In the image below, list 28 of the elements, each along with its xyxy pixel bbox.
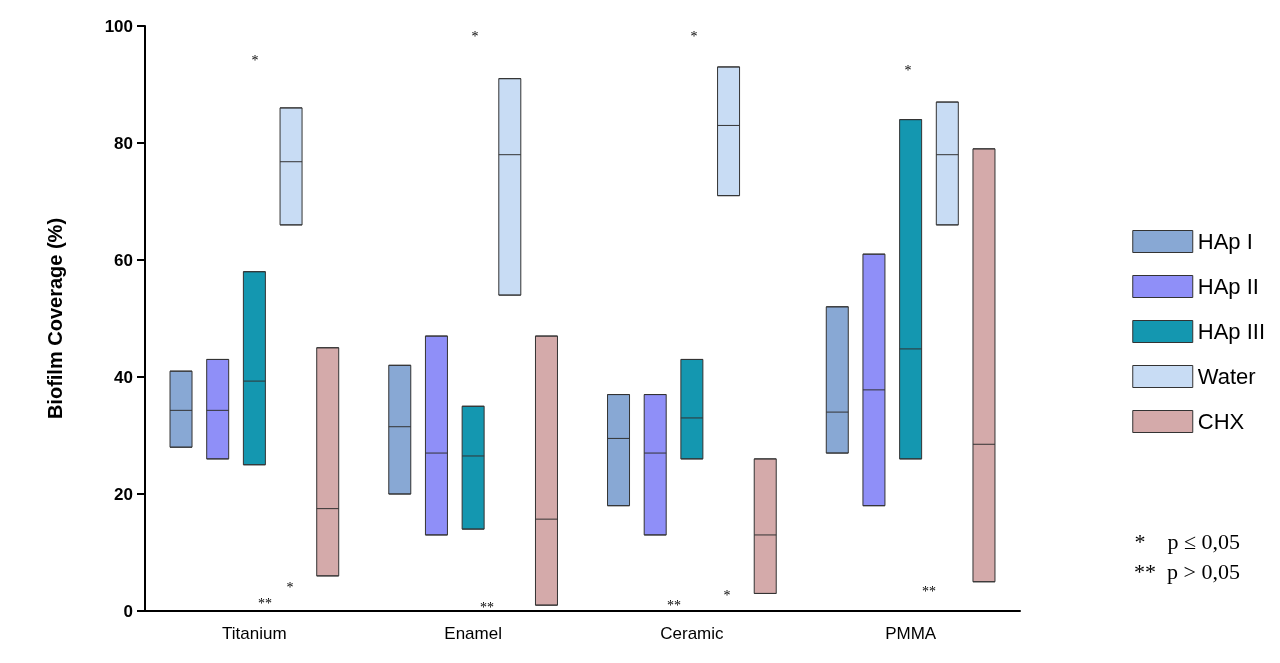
text: * p ≤ 0,05 <box>1134 528 1240 554</box>
x-tick-label: Enamel <box>444 624 502 643</box>
x-tick-label: PMMA <box>885 624 937 643</box>
legend-label: Water <box>1197 364 1256 389</box>
x-tick-label: Ceramic <box>660 624 725 643</box>
annotation: * <box>471 28 479 44</box>
y-tick-label: 20 <box>114 484 133 504</box>
legend-label: HAp III <box>1197 319 1265 344</box>
legend-label: CHX <box>1197 409 1245 434</box>
y-tick-label: 0 <box>123 601 133 621</box>
y-tick-label: 60 <box>114 250 133 270</box>
legend-label: HAp I <box>1197 229 1253 254</box>
text: ** p > 0,05 <box>1134 558 1241 584</box>
annotation: ** <box>480 599 494 615</box>
x-tick-label: Titanium <box>222 624 287 643</box>
y-tick-label: 40 <box>114 367 133 387</box>
annotation: * <box>690 28 698 44</box>
annotation: * <box>904 62 912 78</box>
annotation: ** <box>922 583 936 599</box>
annotation: * <box>723 587 731 603</box>
annotation: * <box>251 52 259 68</box>
y-axis-title: Biofilm Coverage (%) <box>44 217 66 420</box>
annotation: * <box>286 579 294 595</box>
annotation: ** <box>258 595 272 611</box>
y-tick-label: 100 <box>104 16 133 36</box>
legend-label: HAp II <box>1197 274 1259 299</box>
y-tick-label: 80 <box>114 133 133 153</box>
annotation: ** <box>667 597 681 613</box>
